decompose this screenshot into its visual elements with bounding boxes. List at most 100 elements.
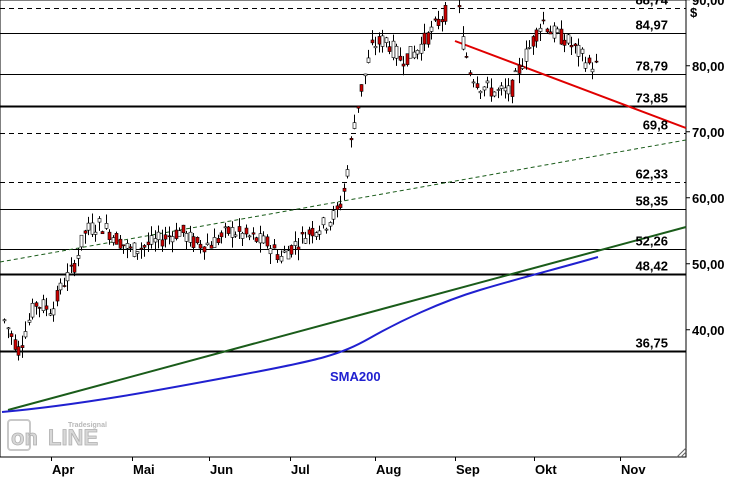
- candle-body: [475, 83, 480, 88]
- x-tick-label: Apr: [52, 462, 74, 477]
- candle-body: [419, 43, 424, 54]
- candle-body: [65, 272, 70, 282]
- candle-body: [107, 231, 112, 240]
- y-axis: 40,00 50,00 60,00 70,00 80,00 90,00: [686, 0, 725, 338]
- y-tick-label: 80,00: [692, 59, 725, 74]
- candle-body: [195, 236, 200, 244]
- candle-body: [2, 319, 7, 322]
- sma-line-group: [1, 256, 599, 413]
- candle-body: [356, 105, 361, 109]
- candle-body: [576, 44, 581, 57]
- candle-body: [541, 19, 546, 22]
- y-tick-label: 90,00: [692, 0, 725, 8]
- candle-body: [517, 64, 522, 74]
- level-label: 52,26: [635, 234, 668, 249]
- candle-body: [335, 205, 340, 210]
- candle-body: [412, 51, 417, 59]
- candle-body: [562, 39, 567, 46]
- level-label: 62,33: [635, 167, 668, 182]
- candle-body: [566, 34, 571, 44]
- candle-body: [461, 36, 466, 50]
- candle-body: [156, 231, 161, 240]
- candle-body: [380, 35, 385, 47]
- candle-body: [20, 345, 25, 348]
- candle-body: [114, 233, 119, 245]
- candle-body: [9, 333, 14, 337]
- level-labels: 94,2888,7484,9778,7973,8569,862,3358,355…: [635, 0, 668, 351]
- candle-body: [202, 246, 207, 253]
- candle-body: [296, 246, 301, 251]
- candle-body: [240, 232, 245, 239]
- candle-body: [510, 79, 515, 97]
- candle-body: [13, 339, 18, 350]
- candle-body: [443, 5, 448, 22]
- level-label: 36,75: [635, 336, 668, 351]
- candle-body: [48, 313, 53, 316]
- candle-body: [163, 234, 168, 240]
- candle-body: [387, 46, 392, 52]
- candle-body: [58, 282, 63, 291]
- candle-body: [149, 235, 154, 245]
- candle-body: [51, 308, 56, 316]
- candle-body: [153, 238, 158, 243]
- candle-body: [181, 224, 186, 234]
- candle-body: [261, 235, 266, 244]
- candle-body: [324, 228, 329, 231]
- candle-body: [363, 73, 368, 77]
- candle-body: [139, 247, 144, 250]
- candle-body: [188, 231, 193, 243]
- candle-body: [583, 62, 588, 69]
- candle-body: [478, 90, 483, 94]
- candle-body: [272, 244, 277, 249]
- candle-body: [279, 256, 284, 262]
- candle-body: [426, 32, 431, 45]
- candle-body: [62, 285, 67, 287]
- candle-body: [440, 19, 445, 23]
- candle-body: [184, 233, 189, 242]
- candle-body: [37, 307, 42, 309]
- candle-body: [118, 238, 123, 249]
- candle-body: [394, 45, 399, 59]
- candle-body: [391, 40, 396, 58]
- candle-body: [100, 231, 105, 235]
- candle-body: [373, 46, 378, 49]
- candle-body: [569, 44, 574, 48]
- currency-label: $: [690, 5, 698, 20]
- candle-body: [142, 245, 147, 248]
- level-label: 69,8: [643, 118, 668, 133]
- candle-body: [212, 237, 217, 248]
- y-tick-label: 70,00: [692, 125, 725, 140]
- resize-handle-icon[interactable]: [676, 447, 687, 458]
- level-label: 58,35: [635, 194, 668, 209]
- candle-body: [468, 72, 473, 75]
- x-tick-label: Mai: [133, 462, 155, 477]
- candle-body: [244, 227, 249, 235]
- trend-lines: [0, 40, 687, 411]
- x-tick-label: Sep: [456, 462, 480, 477]
- candle-body: [230, 227, 235, 238]
- resistance-trend-line: [454, 40, 687, 129]
- candle-body: [559, 28, 564, 45]
- candle-body: [265, 236, 270, 247]
- candle-body: [303, 238, 308, 244]
- candle-body: [97, 218, 102, 223]
- candle-body: [524, 48, 529, 62]
- candle-body: [552, 25, 557, 39]
- candle-body: [482, 86, 487, 91]
- candle-body: [76, 255, 81, 259]
- candle-body: [342, 187, 347, 192]
- candle-body: [146, 241, 151, 246]
- candle-body: [27, 319, 32, 323]
- candle-body: [93, 231, 98, 235]
- level-label: 78,79: [635, 59, 668, 74]
- candle-body: [370, 39, 375, 44]
- candle-body: [293, 241, 298, 246]
- level-label: 88,74: [635, 0, 668, 8]
- candle-body: [534, 29, 539, 42]
- candle-body: [408, 46, 413, 59]
- level-label: 48,42: [635, 259, 668, 274]
- candle-body: [545, 28, 550, 33]
- candle-body: [226, 226, 231, 234]
